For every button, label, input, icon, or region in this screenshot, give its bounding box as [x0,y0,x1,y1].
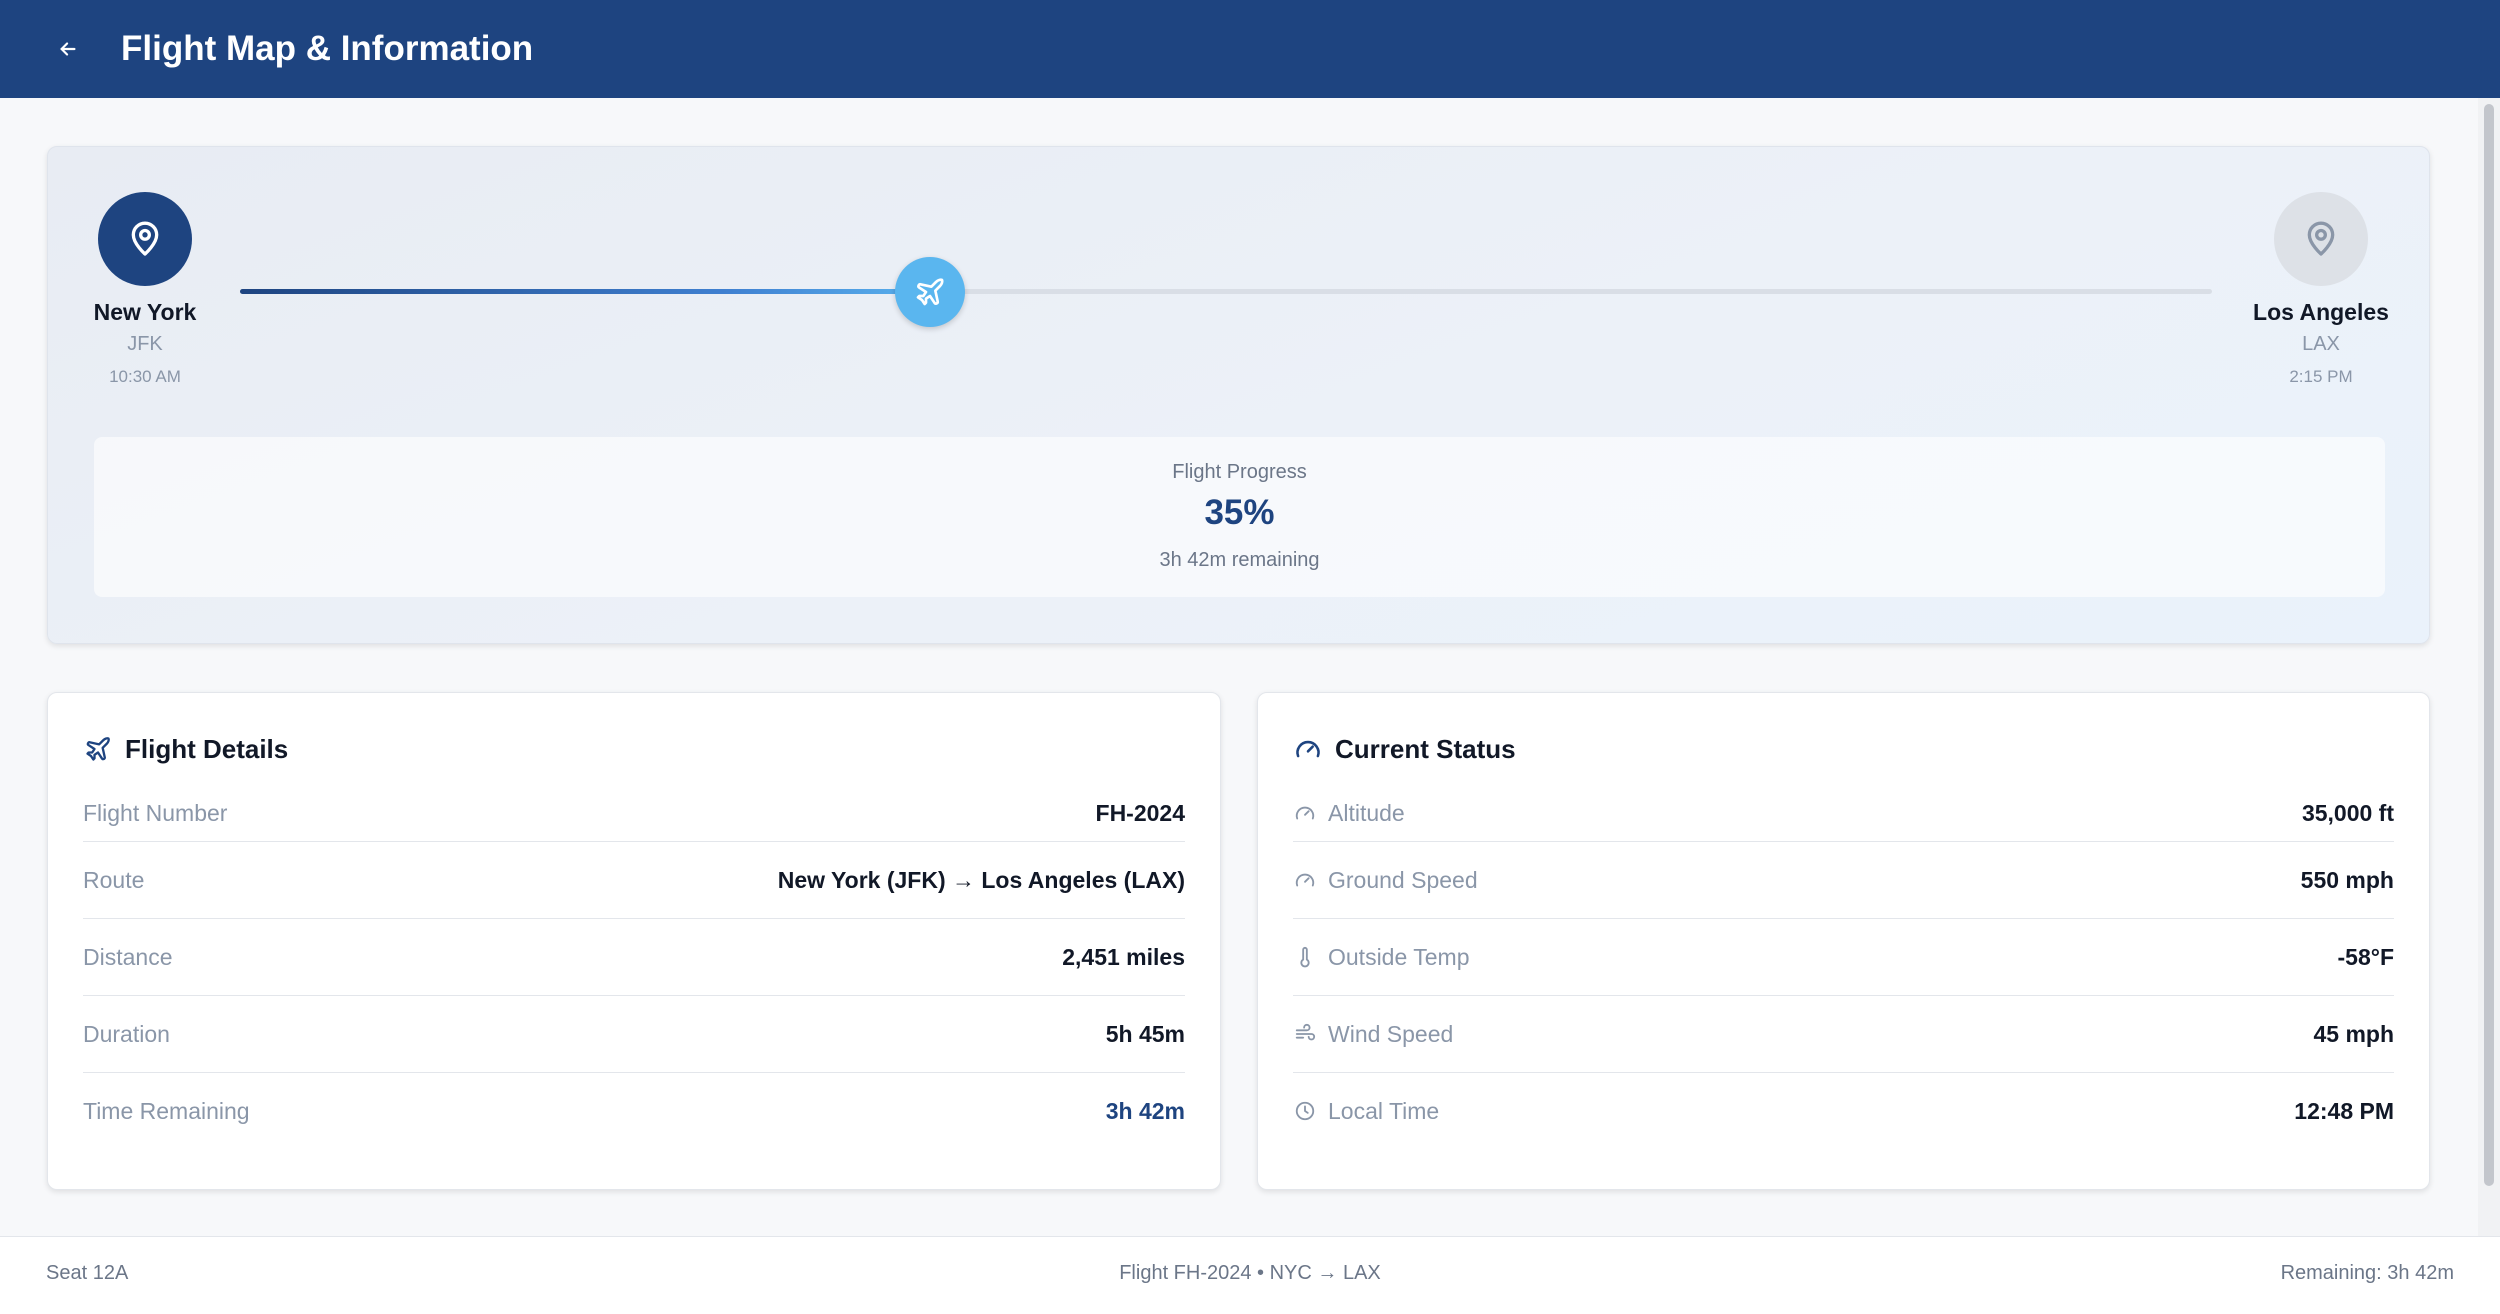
scrollbar-thumb[interactable] [2484,104,2494,1186]
route-track-progress [240,289,931,294]
plane-icon [916,278,944,306]
row-value: 45 mph [2313,1020,2394,1047]
destination-city: Los Angeles [2253,299,2389,325]
route-map-card: New York JFK 10:30 AM Los Angeles LAX 2:… [47,146,2430,644]
origin-pin [98,192,192,286]
destination-pin [2274,192,2368,286]
destination-code: LAX [2302,333,2340,355]
remaining-time: Remaining: 3h 42m [2280,1262,2454,1284]
clock-icon [1293,1099,1317,1123]
footer-bar: Seat 12A Flight FH-2024 • NYC → LAX Rema… [0,1236,2500,1314]
thermometer-icon [1293,945,1317,969]
plane-icon [83,734,113,764]
gauge-icon [1293,868,1317,892]
progress-remaining: 3h 42m remaining [1159,549,1320,571]
status-row-local-time: Local Time 12:48 PM [1293,1073,2394,1149]
current-status-header: Current Status [1293,729,1516,769]
back-button[interactable] [48,29,88,69]
row-value: 3h 42m [1105,1097,1185,1124]
detail-row-route: Route New York (JFK) → Los Angeles (LAX) [83,842,1185,919]
row-value: FH-2024 [1095,799,1185,826]
row-label: Time Remaining [83,1097,250,1124]
row-label: Altitude [1328,799,1405,826]
map-pin-icon [2307,221,2335,256]
flight-details-header: Flight Details [83,729,288,769]
row-value: 550 mph [2300,866,2394,893]
card-title: Current Status [1335,733,1516,764]
status-row-wind-speed: Wind Speed 45 mph [1293,996,2394,1073]
gauge-icon [1293,801,1317,825]
progress-label: Flight Progress [1172,461,1307,483]
plane-position-marker [895,257,966,327]
top-app-bar: Flight Map & Information [0,0,2500,98]
row-label: Outside Temp [1328,943,1470,970]
route-track [240,257,2212,327]
row-label: Local Time [1328,1097,1440,1124]
current-status-card: Current Status Altitude 35,000 ft Ground… [1257,692,2430,1190]
detail-row-flight-number: Flight Number FH-2024 [83,785,1185,842]
gauge-icon [1293,734,1323,764]
row-value: 12:48 PM [2294,1097,2394,1124]
flight-progress-panel: Flight Progress 35% 3h 42m remaining [94,437,2385,597]
detail-row-distance: Distance 2,451 miles [83,919,1185,996]
row-label: Duration [83,1020,170,1047]
origin-city: New York [93,299,197,325]
destination-time: 2:15 PM [2289,367,2353,386]
map-pin-icon [131,221,159,256]
detail-row-time-remaining: Time Remaining 3h 42m [83,1073,1185,1149]
current-status-list: Altitude 35,000 ft Ground Speed 550 mph … [1293,800,2394,1149]
row-label: Distance [83,943,173,970]
row-value: 2,451 miles [1062,943,1185,970]
row-label: Route [83,866,145,893]
row-label: Wind Speed [1328,1020,1454,1047]
detail-row-duration: Duration 5h 45m [83,996,1185,1073]
wind-icon [1293,1022,1317,1046]
row-value: -58°F [2337,943,2395,970]
seat-info: Seat 12A [46,1262,129,1284]
status-row-altitude: Altitude 35,000 ft [1293,785,2394,842]
row-label: Flight Number [83,799,228,826]
arrow-left-icon [60,42,76,56]
flight-details-card: Flight Details Flight Number FH-2024 Rou… [47,692,1221,1190]
flight-summary: Flight FH-2024 • NYC → LAX [1119,1262,1381,1284]
origin-code: JFK [127,333,163,355]
row-value: New York (JFK) → Los Angeles (LAX) [777,866,1185,893]
card-title: Flight Details [125,733,289,764]
scrollbar[interactable] [2478,98,2500,1236]
row-label: Ground Speed [1328,866,1478,893]
origin-time: 10:30 AM [109,367,181,386]
flight-details-list: Flight Number FH-2024 Route New York (JF… [83,800,1185,1149]
progress-value: 35% [1204,493,1275,532]
status-row-ground-speed: Ground Speed 550 mph [1293,842,2394,919]
row-value: 35,000 ft [2301,799,2394,826]
row-value: 5h 45m [1105,1020,1185,1047]
status-row-outside-temp: Outside Temp -58°F [1293,919,2394,996]
page-title: Flight Map & Information [121,29,534,68]
